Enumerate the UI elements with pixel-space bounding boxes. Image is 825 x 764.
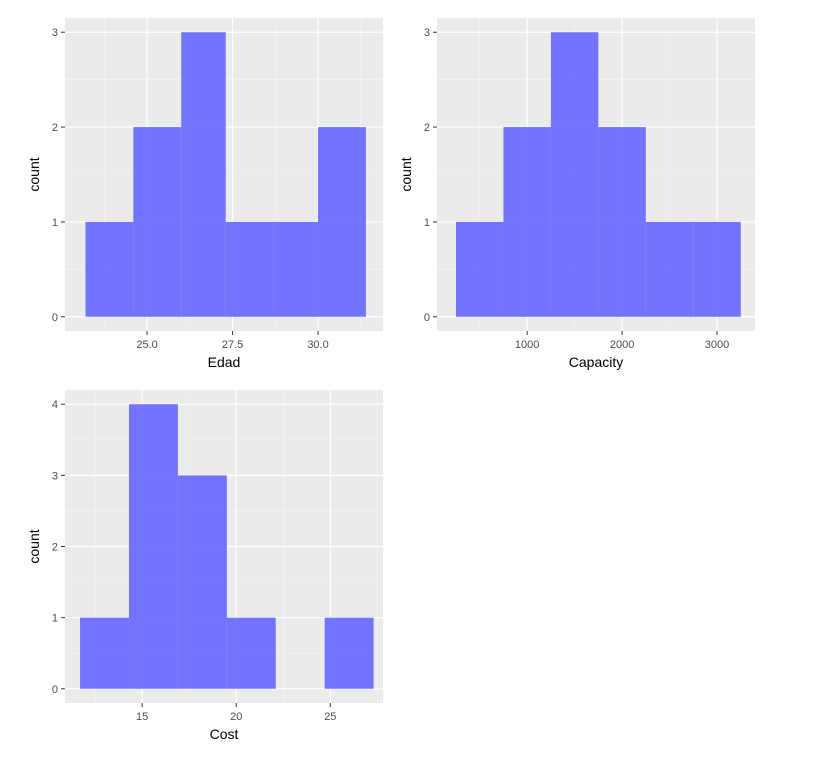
histogram-bar-1 <box>85 221 134 317</box>
x-tick-label: 20 <box>230 711 242 723</box>
cost-histogram: 0 1 2 3 4 15 20 25 Cost count <box>26 390 383 742</box>
x-tick-label: 3000 <box>705 339 729 351</box>
capacity-histogram: 0 1 2 3 1000 2000 3000 Capacity count <box>398 18 755 370</box>
edad-y-axis-title: count <box>26 157 42 191</box>
histogram-bar-2 <box>503 127 551 317</box>
y-tick-label: 0 <box>52 312 58 324</box>
y-tick-label: 2 <box>52 542 58 554</box>
x-tick-label: 1000 <box>515 339 539 351</box>
histogram-bar-6 <box>324 617 374 689</box>
histogram-bar-2 <box>128 404 178 689</box>
histogram-bar-1 <box>80 617 129 689</box>
cost-x-axis-title: Cost <box>210 726 239 742</box>
y-tick-label: 4 <box>52 399 58 411</box>
y-tick-label: 1 <box>52 217 58 229</box>
y-tick-label: 3 <box>52 27 58 39</box>
x-tick-label: 2000 <box>610 339 634 351</box>
y-tick-label: 0 <box>424 312 430 324</box>
histogram-bar-3 <box>181 32 226 317</box>
x-tick-label: 27.5 <box>222 339 243 351</box>
x-tick-label: 30.0 <box>307 339 328 351</box>
y-tick-label: 2 <box>424 122 430 134</box>
edad-x-axis-title: Edad <box>208 354 241 370</box>
y-tick-label: 3 <box>424 27 430 39</box>
cost-y-axis-title: count <box>26 529 42 563</box>
histogram-bar-3 <box>550 32 599 317</box>
x-tick-label: 15 <box>136 711 148 723</box>
capacity-y-axis-title: count <box>398 157 414 191</box>
histogram-bar-5 <box>645 221 694 317</box>
y-tick-label: 2 <box>52 122 58 134</box>
histogram-bar-4 <box>225 221 274 317</box>
histogram-bar-4 <box>598 127 646 317</box>
histogram-bar-5 <box>273 221 319 317</box>
y-tick-label: 3 <box>52 470 58 482</box>
x-tick-label: 25.0 <box>136 339 157 351</box>
histogram-bar-1 <box>455 221 504 317</box>
y-tick-label: 1 <box>52 613 58 625</box>
histogram-bar-3 <box>177 475 227 689</box>
y-tick-label: 1 <box>424 217 430 229</box>
y-tick-label: 0 <box>52 684 58 696</box>
histogram-bar-2 <box>133 127 182 317</box>
histogram-bar-4 <box>226 617 276 689</box>
histogram-bar-6 <box>693 221 741 317</box>
capacity-x-axis-title: Capacity <box>569 354 623 370</box>
x-tick-label: 25 <box>324 711 336 723</box>
edad-histogram: 0 1 2 3 25.0 27.5 30.0 Edad count <box>26 18 383 370</box>
histogram-bar-6 <box>318 127 366 317</box>
